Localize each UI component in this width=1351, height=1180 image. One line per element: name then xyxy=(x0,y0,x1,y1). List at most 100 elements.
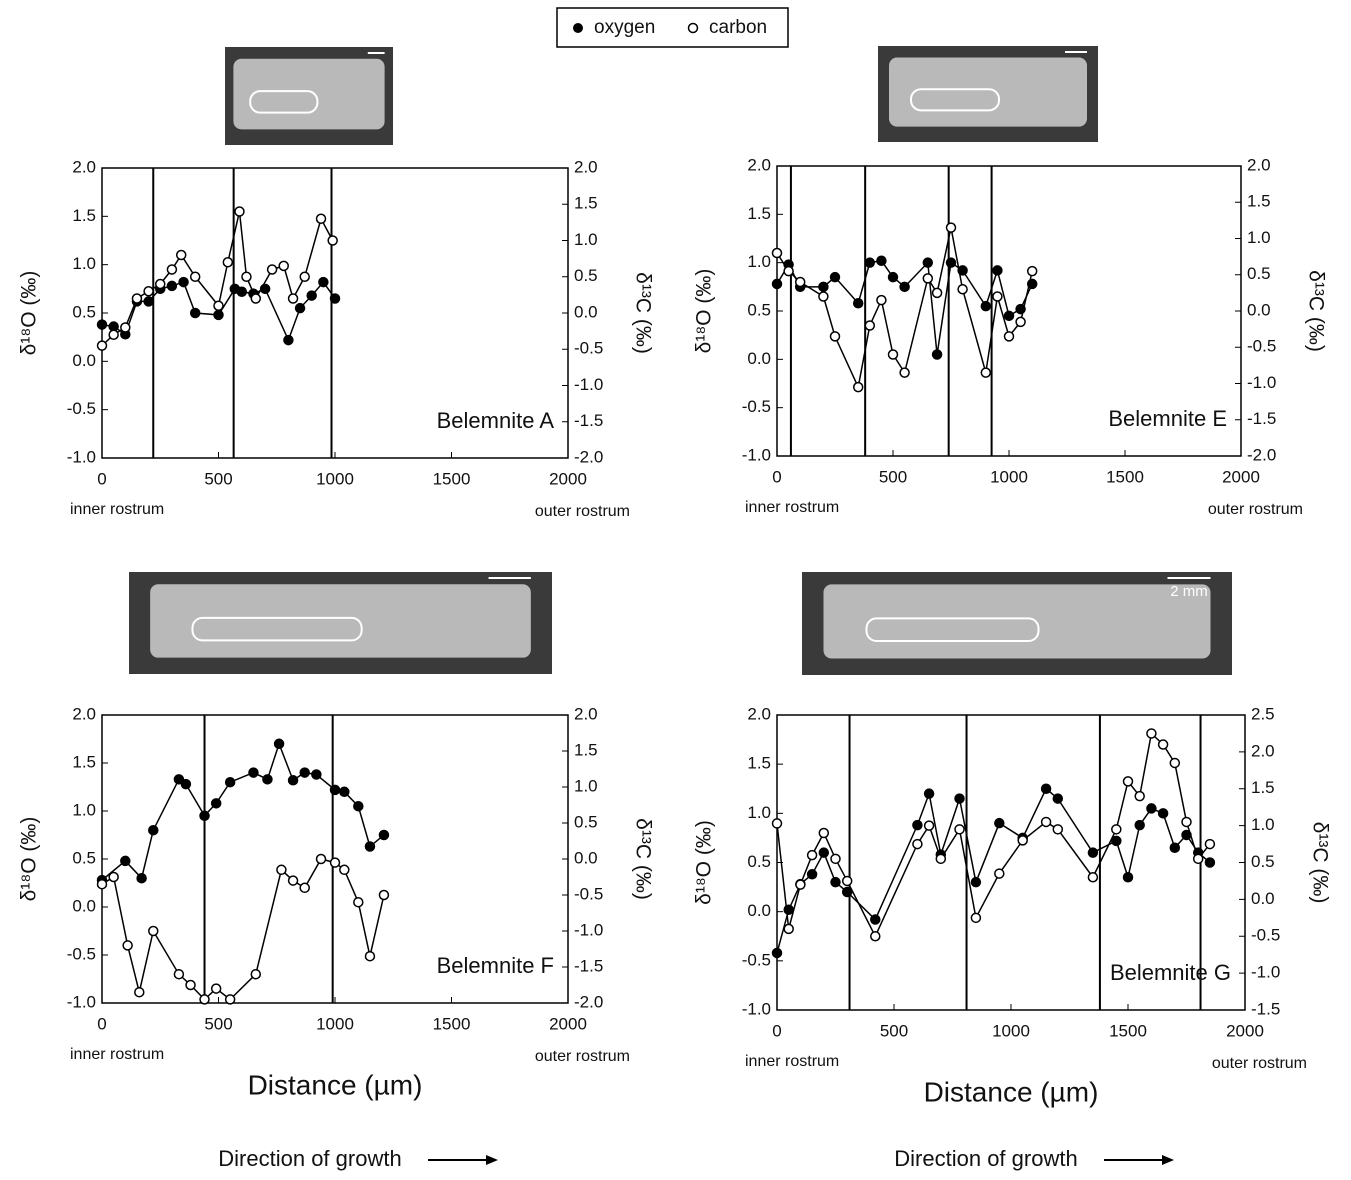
data-point xyxy=(876,255,887,266)
data-point xyxy=(143,286,154,297)
y2-tick-label: 1.5 xyxy=(1247,192,1271,211)
data-point xyxy=(329,784,341,796)
y2-tick-label: 0.0 xyxy=(574,848,598,867)
data-point xyxy=(1003,331,1015,342)
sample-track xyxy=(865,617,1040,643)
inner-label: inner rostrum xyxy=(745,1053,839,1070)
data-point xyxy=(992,265,1003,276)
y-tick-label: 0.0 xyxy=(747,901,771,920)
data-point xyxy=(353,800,364,812)
chart: 2 mm 0 500 1000 1500 2000 -1.0 -0.5 0.0 0.5 1.0 1.5… xyxy=(693,572,1331,1171)
data-point xyxy=(96,878,108,890)
data-point xyxy=(175,249,187,261)
data-point xyxy=(923,788,935,799)
data-point xyxy=(1122,872,1134,883)
x-tick-label: 1500 xyxy=(433,469,471,488)
data-point xyxy=(1040,816,1052,828)
data-point xyxy=(120,855,131,867)
y-tick-label: 2.0 xyxy=(747,155,771,174)
data-point xyxy=(185,979,196,991)
data-point xyxy=(783,923,794,935)
data-point xyxy=(852,381,864,393)
data-point xyxy=(222,257,234,268)
data-point xyxy=(318,276,329,288)
y2-tick-label: 2.0 xyxy=(574,157,598,176)
y2-tick-label: -2.0 xyxy=(574,992,603,1011)
data-point xyxy=(980,300,992,312)
data-point xyxy=(108,329,119,340)
data-point xyxy=(278,260,289,272)
sample-track xyxy=(249,90,319,114)
data-point xyxy=(935,853,947,865)
y-tick-label: 1.0 xyxy=(72,800,96,819)
specimen xyxy=(150,584,531,658)
data-point xyxy=(210,983,222,994)
x-tick-label: 0 xyxy=(772,1021,781,1040)
data-point xyxy=(339,864,350,876)
y-tick-label: -1.0 xyxy=(742,999,771,1018)
data-point xyxy=(1192,853,1204,865)
y-tick-label: 2.0 xyxy=(747,704,771,723)
data-point xyxy=(864,257,876,268)
y-tick-label: -1.0 xyxy=(67,992,96,1011)
data-point xyxy=(108,871,119,883)
data-point xyxy=(299,271,310,282)
data-point xyxy=(189,307,201,319)
data-point xyxy=(970,912,982,924)
data-point xyxy=(829,271,841,283)
y2-tick-label: -0.5 xyxy=(574,339,603,358)
x-tick-label: 500 xyxy=(204,469,232,488)
outer-label: outer rostrum xyxy=(1212,1055,1307,1072)
data-point xyxy=(283,334,294,346)
data-point xyxy=(1122,776,1134,787)
legend: oxygen carbon xyxy=(556,7,789,48)
data-point xyxy=(248,767,259,778)
series-line xyxy=(101,211,334,347)
legend-box xyxy=(556,7,789,48)
data-point xyxy=(180,778,192,790)
series-line xyxy=(776,731,1211,938)
annotation: Belemnite G xyxy=(1110,960,1231,985)
arrow-head xyxy=(486,1155,498,1165)
data-point xyxy=(945,257,957,268)
x-tick-label: 2000 xyxy=(1226,1021,1264,1040)
data-point xyxy=(1087,847,1099,858)
data-point xyxy=(771,278,783,290)
data-point xyxy=(294,302,306,314)
y2-axis-label: δ¹³C (‰) xyxy=(631,272,654,354)
direction-label: Direction of growth xyxy=(894,1146,1077,1171)
data-point xyxy=(311,769,322,780)
y2-tick-label: 0.5 xyxy=(1247,264,1271,283)
y2-axis-label: δ¹³C (‰) xyxy=(1304,270,1327,352)
data-point xyxy=(829,331,841,342)
y2-tick-label: -0.5 xyxy=(574,884,603,903)
data-point xyxy=(1015,316,1026,328)
data-point xyxy=(1003,310,1015,322)
y-axis-label: δ¹⁸O (‰) xyxy=(693,269,716,354)
x-tick-label: 2000 xyxy=(1222,467,1260,486)
data-point xyxy=(1157,739,1169,750)
x-axis-label: Distance (µm) xyxy=(248,1069,423,1100)
y2-tick-label: 1.5 xyxy=(574,194,598,213)
y2-tick-label: -0.5 xyxy=(1251,926,1280,945)
data-point xyxy=(980,367,992,378)
data-point xyxy=(287,775,299,786)
data-point xyxy=(250,293,262,304)
y2-tick-label: 0.0 xyxy=(574,302,598,321)
data-point xyxy=(234,206,245,217)
outer-label: outer rostrum xyxy=(535,503,630,520)
legend-label: carbon xyxy=(709,17,767,38)
data-point xyxy=(922,257,934,268)
y2-tick-label: -1.0 xyxy=(1251,963,1280,982)
data-point xyxy=(912,838,923,850)
data-point xyxy=(870,931,881,942)
data-point xyxy=(148,925,159,937)
data-point xyxy=(250,968,262,980)
inner-label: inner rostrum xyxy=(70,1046,164,1063)
data-point xyxy=(199,994,210,1005)
y-tick-label: 0.5 xyxy=(747,852,771,871)
y2-tick-label: -1.5 xyxy=(1251,999,1280,1018)
specimen xyxy=(889,57,1087,127)
y-tick-label: 0.5 xyxy=(72,302,96,321)
y-tick-label: 0.5 xyxy=(72,848,96,867)
